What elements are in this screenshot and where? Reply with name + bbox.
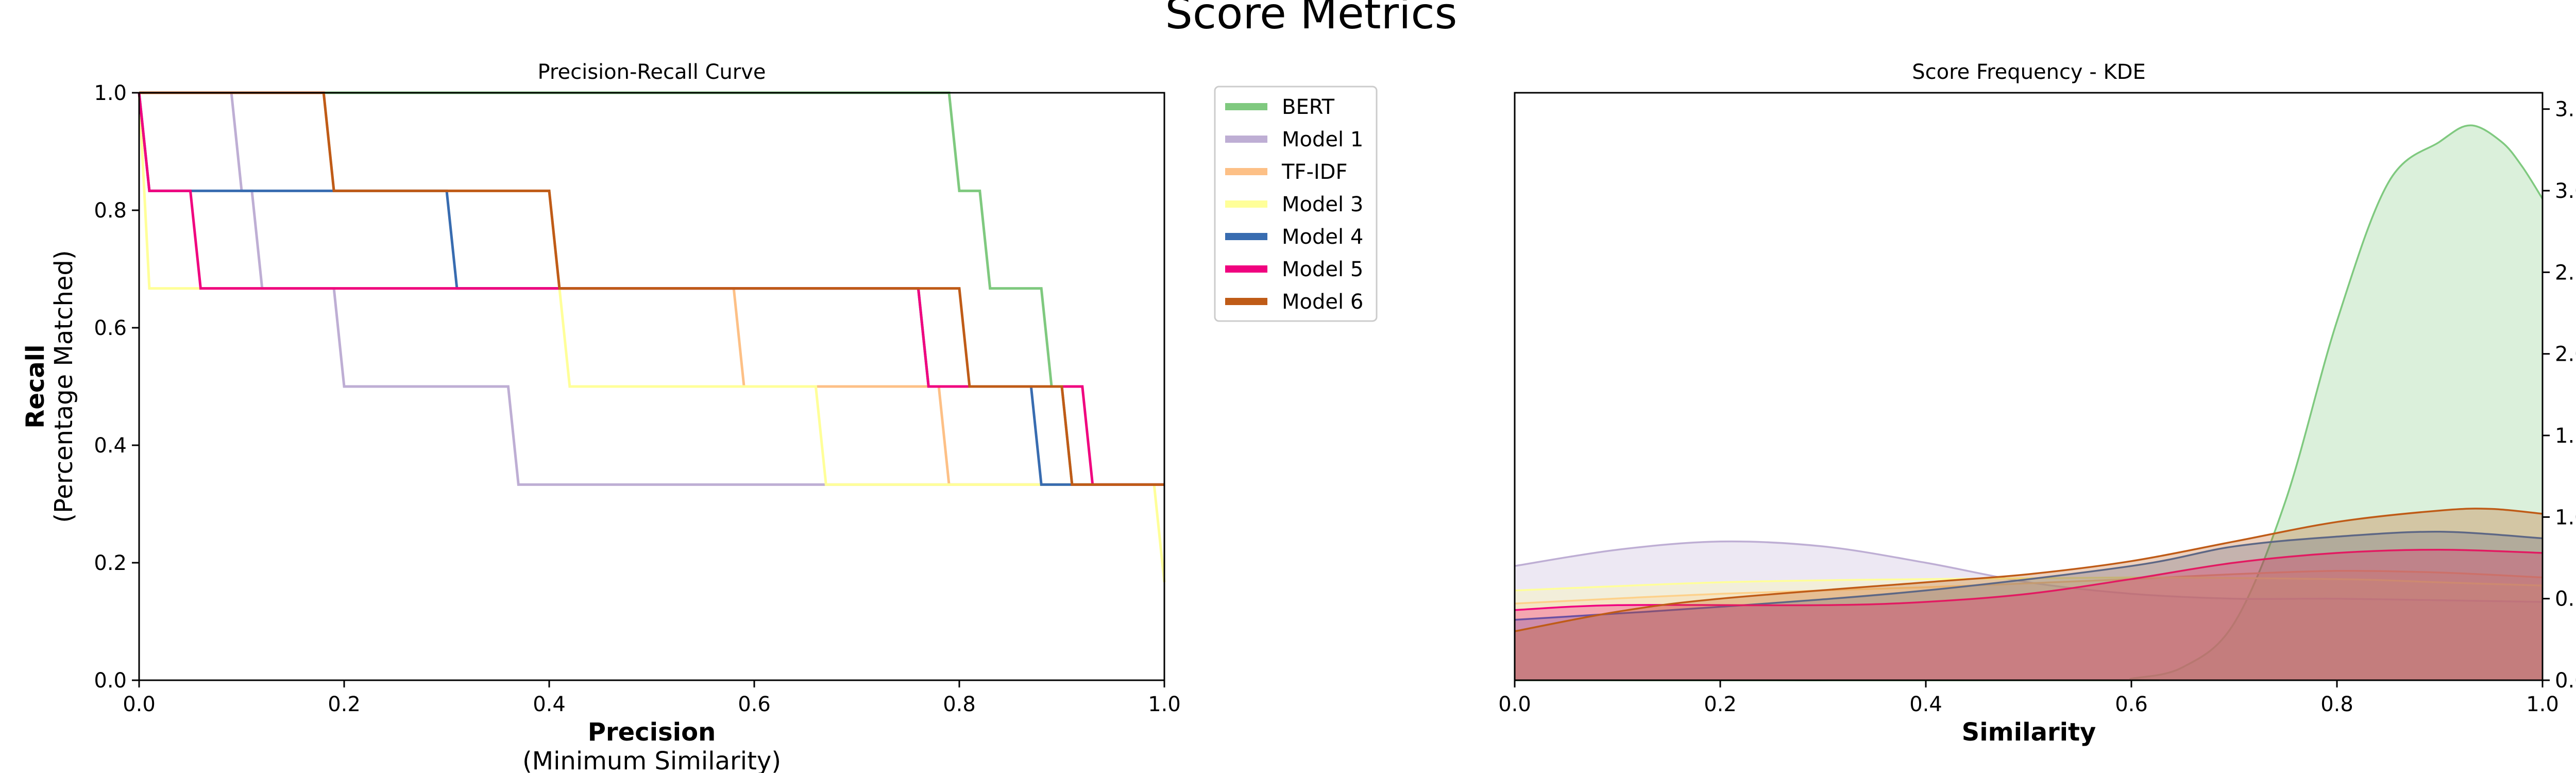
legend-item: Model 3 (1225, 193, 1363, 216)
kde-y-tick-label: 3.5 (2555, 98, 2576, 122)
pr-x-tick-label: 0.0 (123, 693, 156, 716)
pr-y-tick-label: 0.0 (94, 669, 127, 693)
legend-label: TF-IDF (1281, 160, 1347, 184)
pr-y-sublabel: (Percentage Matched) (49, 250, 78, 523)
pr-x-tick-label: 0.2 (328, 693, 361, 716)
kde-y-axis: 0.0 0.5 1.0 1.5 2.0 2.5 3.0 3.5 (2543, 98, 2576, 693)
kde-y-tick-label: 0.0 (2555, 669, 2576, 693)
pr-chart-title: Precision-Recall Curve (538, 60, 766, 84)
legend-item: Model 5 (1225, 258, 1363, 281)
pr-x-sublabel: (Minimum Similarity) (522, 747, 781, 773)
pr-series-line-model-3 (138, 92, 1166, 582)
kde-area-model-1 (1515, 541, 2543, 680)
pr-y-axis: 0.0 0.2 0.4 0.6 0.8 1.0 (94, 81, 139, 693)
kde-x-tick-label: 0.8 (2320, 693, 2353, 716)
kde-x-label: Similarity (1962, 718, 2096, 747)
pr-y-label: Recall (21, 344, 50, 428)
legend-item: BERT (1225, 95, 1335, 119)
kde-area-model-4 (1515, 531, 2543, 680)
legend-label: BERT (1282, 95, 1335, 119)
kde-x-tick-label: 1.0 (2526, 693, 2559, 716)
pr-y-tick-label: 0.2 (94, 551, 127, 575)
legend-item: Model 6 (1225, 290, 1363, 314)
kde-line-model-3 (1514, 576, 2543, 592)
kde-x-tick-label: 0.2 (1704, 693, 1737, 716)
pr-x-tick-label: 0.4 (533, 693, 566, 716)
pr-x-tick-label: 1.0 (1148, 693, 1181, 716)
kde-area-model-6 (1515, 508, 2543, 680)
kde-area-model-5 (1515, 549, 2543, 680)
kde-x-tick-label: 0.4 (1909, 693, 1942, 716)
legend-item: Model 4 (1225, 225, 1363, 249)
pr-x-label: Precision (588, 718, 716, 747)
kde-x-axis: 0.0 0.2 0.4 0.6 0.8 1.0 (1498, 680, 2559, 716)
kde-y-tick-label: 1.5 (2555, 424, 2576, 448)
kde-y-tick-label: 1.0 (2555, 506, 2576, 529)
figure-title: Score Metrics (1165, 0, 1458, 39)
kde-area-tf-idf (1515, 570, 2543, 680)
pr-chart: Precision-Recall Curve 0.0 0.2 0.4 0.6 0.8 1.… (21, 60, 1181, 773)
kde-line-model-6 (1514, 508, 2543, 632)
pr-x-tick-label: 0.6 (738, 693, 771, 716)
kde-x-tick-label: 0.0 (1498, 693, 1531, 716)
pr-x-tick-label: 0.8 (943, 693, 976, 716)
kde-plot-area (1514, 124, 2544, 681)
kde-y-tick-label: 0.5 (2555, 587, 2576, 611)
legend: BERT Model 1 TF-IDF Model 3 Model 4 Model 5 Mo… (1214, 86, 1378, 322)
pr-plot-area (138, 91, 1166, 582)
kde-y-tick-label: 2.5 (2555, 261, 2576, 284)
kde-chart-title: Score Frequency - KDE (1912, 60, 2146, 84)
kde-x-tick-label: 0.6 (2115, 693, 2148, 716)
pr-y-tick-label: 0.6 (94, 316, 127, 340)
kde-y-tick-label: 2.0 (2555, 343, 2576, 366)
pr-x-axis: 0.0 0.2 0.4 0.6 0.8 1.0 (123, 680, 1181, 716)
pr-y-tick-label: 1.0 (94, 81, 127, 105)
legend-box (1214, 86, 1378, 322)
legend-label: Model 6 (1282, 290, 1363, 314)
legend-label: Model 3 (1282, 193, 1363, 216)
kde-y-tick-label: 3.0 (2555, 179, 2576, 203)
pr-y-tick-label: 0.4 (94, 434, 127, 458)
legend-label: Model 5 (1282, 258, 1363, 281)
pr-y-tick-label: 0.8 (94, 199, 127, 223)
legend-item: TF-IDF (1225, 160, 1347, 184)
kde-line-model-5 (1514, 548, 2543, 611)
kde-chart: Score Frequency - KDE 0.0 0.2 0.4 0.6 0.8 1.0… (1498, 60, 2576, 747)
legend-label: Model 1 (1282, 128, 1363, 152)
kde-line-model-1 (1514, 540, 2543, 603)
pr-plot-frame (138, 92, 1165, 681)
legend-label: Model 4 (1282, 225, 1363, 249)
legend-item: Model 1 (1225, 128, 1363, 152)
kde-area-bert (1515, 125, 2543, 681)
pr-series-line-model-6 (139, 91, 1164, 486)
kde-plot-frame (1514, 92, 2544, 681)
kde-line-model-4 (1514, 531, 2543, 621)
